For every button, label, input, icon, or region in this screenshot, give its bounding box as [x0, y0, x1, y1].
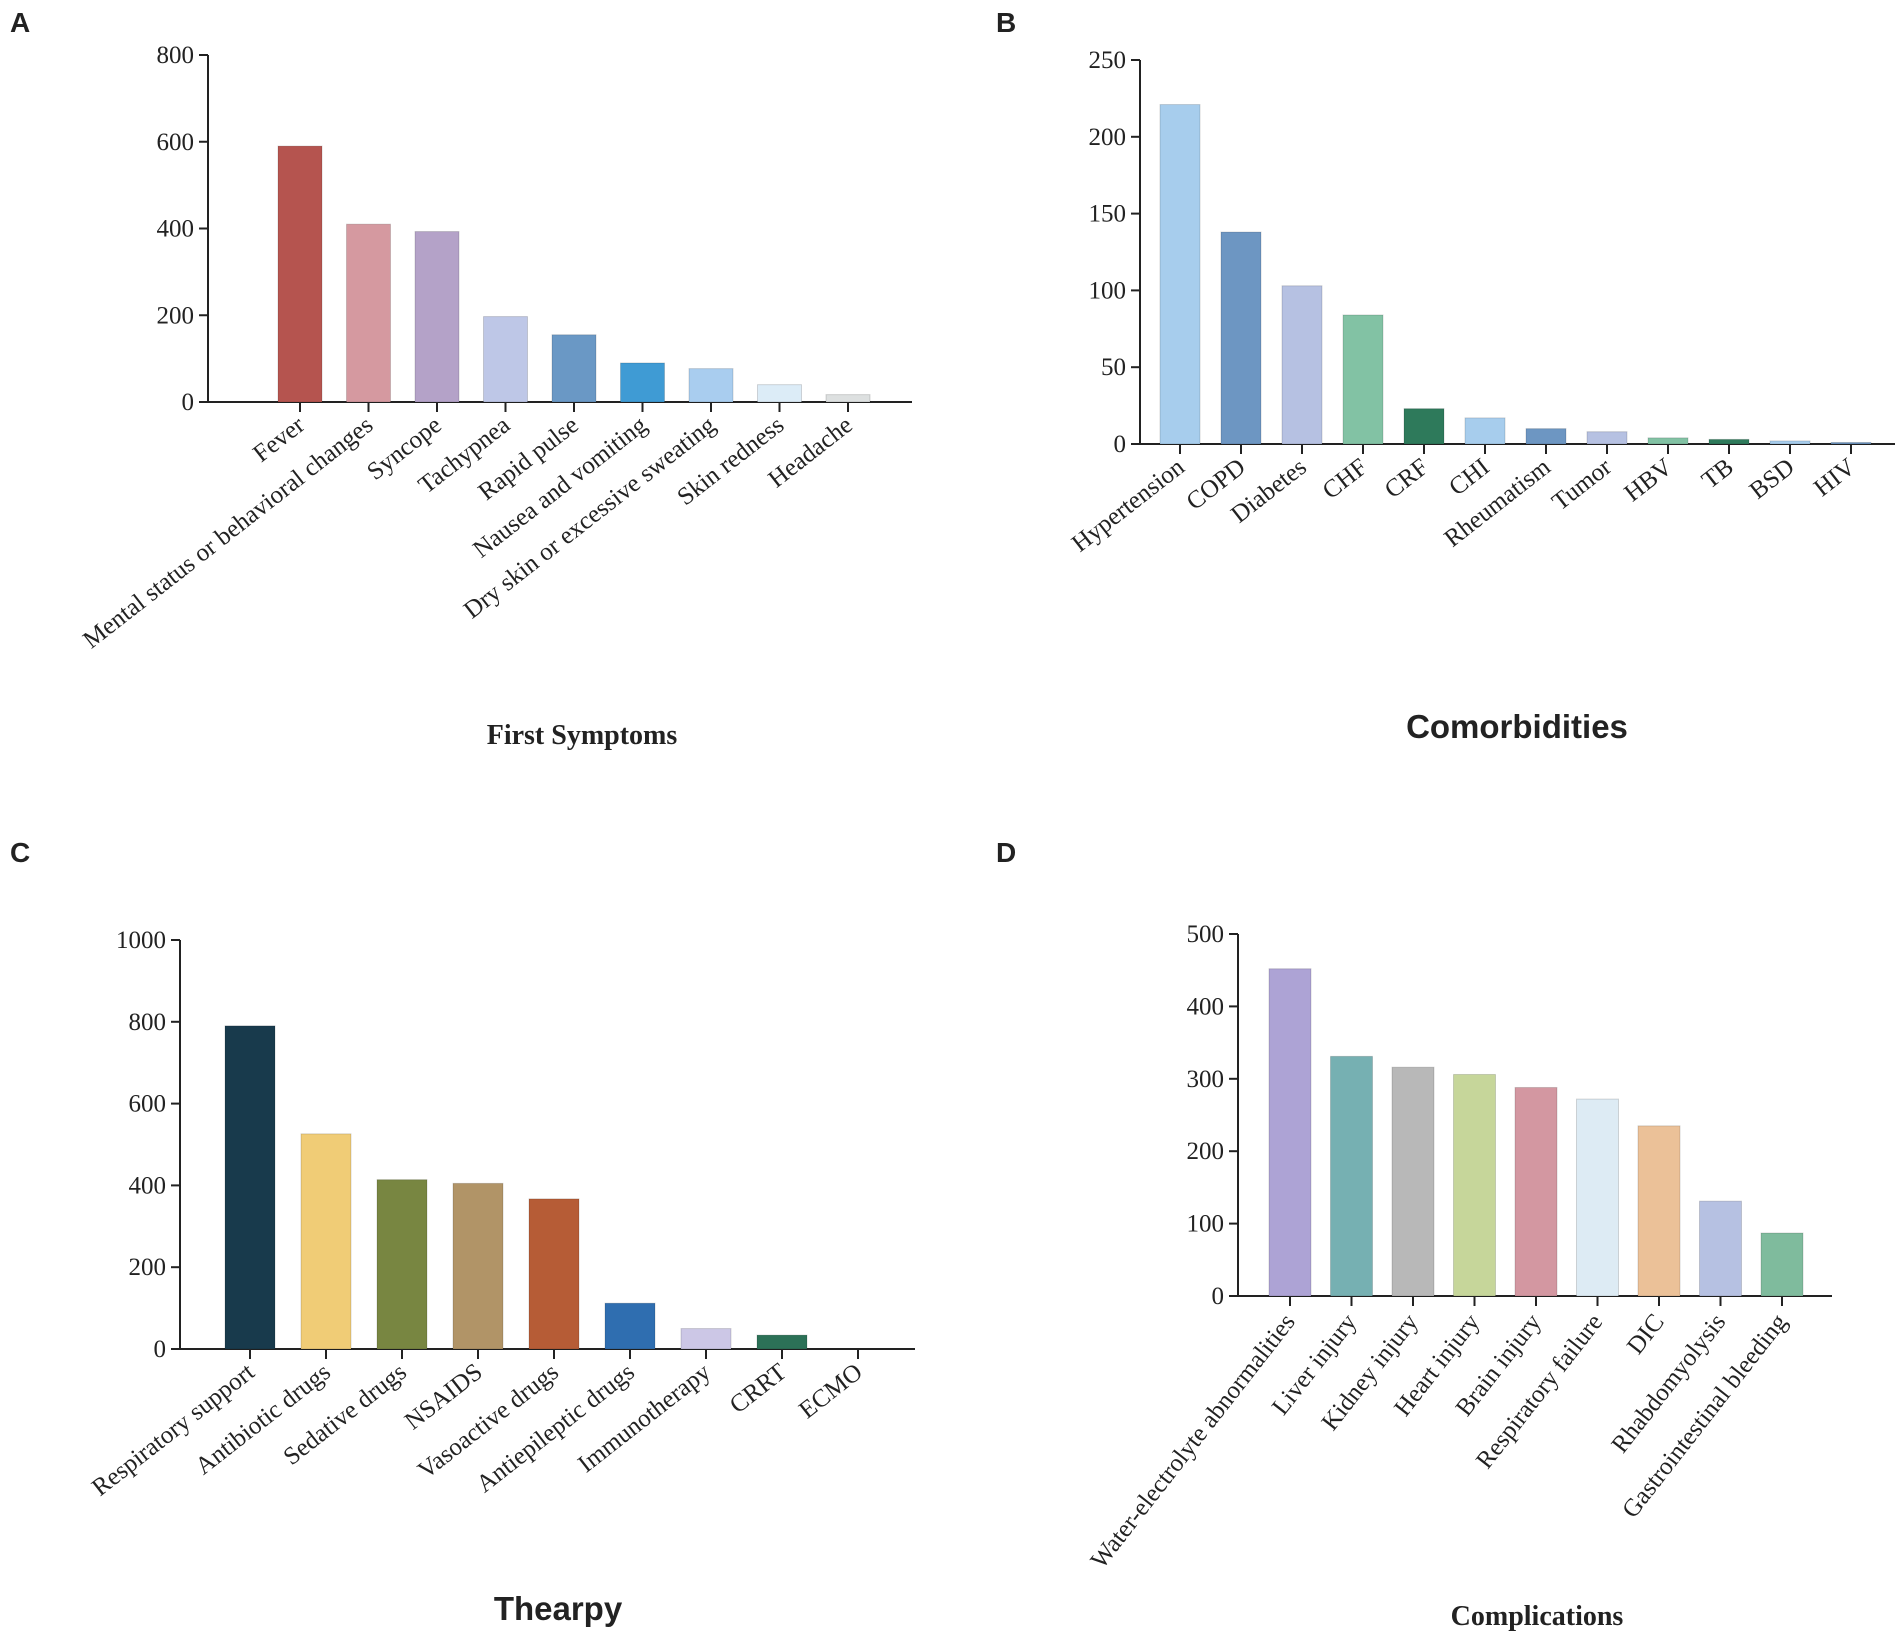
panel-letter-a: A [10, 7, 30, 38]
chart-d-y-tick-label: 500 [1187, 921, 1225, 948]
chart-b-y-tick-label: 200 [1089, 124, 1127, 151]
chart-b-bar [1159, 104, 1201, 445]
panel-letter-b: B [996, 7, 1016, 38]
chart-a-bar [825, 394, 871, 403]
chart-b-category-label: Rheumatism [1439, 453, 1556, 552]
panel-letter-d: D [996, 837, 1016, 868]
chart-c-category-label: Immunotherapy [573, 1358, 716, 1478]
chart-a-bar [620, 362, 665, 403]
chart-d-category-label: Water-electrolyte abnormalities [1086, 1309, 1301, 1574]
chart-a-y-tick-label: 200 [157, 302, 195, 329]
chart-a-bar [346, 223, 391, 403]
chart-d-bar [1330, 1055, 1373, 1297]
chart-b-bar [1708, 438, 1750, 445]
chart-d-y-tick-label: 300 [1187, 1066, 1225, 1093]
chart-d-category-label: DIC [1622, 1309, 1670, 1360]
chart-c-category-label: CRRT [725, 1358, 792, 1419]
chart-d-y-tick-label: 200 [1187, 1138, 1225, 1165]
chart-a-category-label: Mental status or behavioral changes [78, 411, 378, 654]
chart-d-bar [1514, 1086, 1558, 1297]
chart-d-bar [1453, 1073, 1496, 1297]
chart-d-y-tick-label: 100 [1187, 1211, 1225, 1238]
chart-b-bar [1586, 431, 1628, 445]
chart-c-bar [376, 1179, 428, 1350]
chart-a-y-tick-label: 0 [182, 389, 195, 416]
chart-c-bar [680, 1328, 732, 1350]
chart-a-bar [414, 231, 460, 403]
chart-d-bar [1268, 968, 1312, 1297]
chart-a-y-tick-label: 600 [157, 129, 195, 156]
chart-b-category-label: Tumor [1547, 453, 1617, 516]
chart-b-category-label: CRF [1380, 453, 1434, 503]
chart-c-y-tick-label: 800 [129, 1009, 167, 1036]
chart-b-category-label: Hypertension [1067, 453, 1190, 558]
chart-c-bar [604, 1302, 656, 1350]
chart-b-y-tick-label: 250 [1089, 47, 1127, 74]
chart-b-category-label: BSD [1745, 453, 1800, 504]
chart-a-bar [757, 384, 802, 403]
chart-c-bar [300, 1133, 352, 1350]
chart-a-x-axis-title: First Symptoms [487, 720, 678, 751]
chart-a-bar [688, 368, 734, 403]
chart-b-y-tick-label: 0 [1114, 431, 1127, 458]
chart-a-y-tick-label: 800 [157, 42, 195, 69]
chart-c-bar [528, 1198, 580, 1350]
chart-c-bar [224, 1025, 276, 1350]
chart-c-y-tick-label: 0 [154, 1336, 167, 1363]
chart-c-bar [756, 1334, 808, 1350]
chart-b-bar [1342, 314, 1384, 445]
chart-d-x-axis-title: Complications [1451, 1601, 1624, 1632]
chart-b-bar [1647, 437, 1689, 445]
chart-d-bar [1637, 1125, 1681, 1297]
chart-d-complications: 0 100 200 300 400 500 Water-electrolyte abnorm… [1086, 921, 1832, 1632]
chart-b-category-label: HBV [1619, 453, 1677, 507]
chart-b-category-label: CHF [1318, 453, 1373, 504]
chart-d-y-tick-label: 400 [1187, 993, 1225, 1020]
chart-c-y-tick-label: 400 [129, 1172, 167, 1199]
chart-a-bar [483, 316, 528, 403]
chart-d-bar [1391, 1066, 1435, 1297]
chart-b-bar [1464, 417, 1506, 445]
chart-a-bar [277, 145, 323, 403]
chart-c-x-axis-title: Thearpy [494, 1590, 623, 1627]
chart-b-bar [1281, 285, 1323, 445]
chart-b-y-tick-label: 100 [1089, 277, 1127, 304]
chart-b-category-label: TB [1697, 453, 1739, 494]
chart-b-y-tick-label: 150 [1089, 201, 1127, 228]
chart-c-category-label: Antibiotic drugs [190, 1358, 335, 1480]
chart-a-y-tick-label: 400 [157, 216, 195, 243]
chart-b-category-label: HIV [1809, 453, 1861, 502]
chart-b-bar [1403, 408, 1445, 445]
panel-letter-c: C [10, 837, 30, 868]
chart-b-bar [1769, 440, 1811, 445]
chart-d-bar [1699, 1200, 1742, 1297]
chart-d-bar [1760, 1232, 1804, 1297]
chart-b-bar [1830, 441, 1872, 445]
chart-b-y-tick-label: 50 [1101, 354, 1126, 381]
chart-c-y-tick-label: 1000 [116, 927, 166, 954]
chart-b-bar [1220, 231, 1262, 445]
chart-c-y-tick-label: 200 [129, 1254, 167, 1281]
chart-b-x-axis-title: Comorbidities [1406, 708, 1628, 745]
chart-b-bar [1525, 428, 1567, 445]
chart-c-y-tick-label: 600 [129, 1091, 167, 1118]
chart-c-bar [452, 1182, 504, 1350]
chart-d-y-tick-label: 0 [1212, 1283, 1225, 1310]
chart-a-bar [551, 334, 597, 403]
chart-c-category-label: ECMO [794, 1358, 868, 1424]
chart-d-bar [1576, 1098, 1619, 1297]
